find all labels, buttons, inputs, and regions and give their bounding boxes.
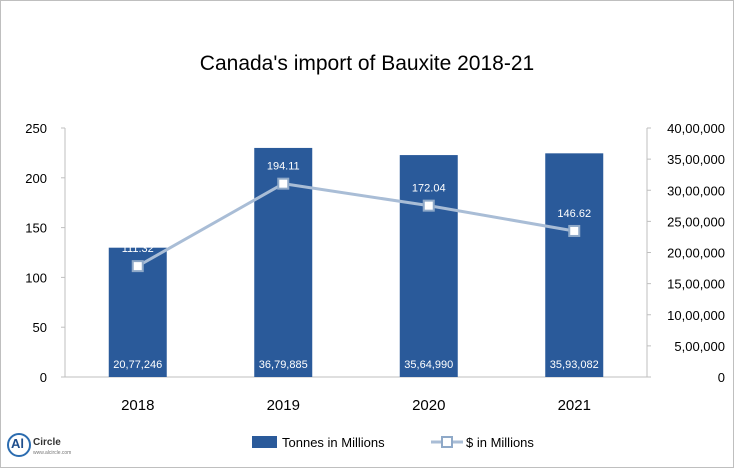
bar bbox=[399, 155, 458, 377]
left-tick-label: 200 bbox=[25, 171, 47, 186]
category-label: 2019 bbox=[267, 397, 300, 414]
chart-title: Canada's import of Bauxite 2018-21 bbox=[200, 52, 534, 75]
legend-line-marker bbox=[441, 436, 453, 448]
axes: 0 50 100 150 200 250 0 5,00,000 10,00,000 15,00,0… bbox=[25, 121, 725, 414]
right-tick-label: 30,00,000 bbox=[667, 183, 725, 198]
line-value-label: 111.32 bbox=[122, 243, 154, 255]
legend-bar-label: Tonnes in Millions bbox=[282, 435, 385, 450]
line-point bbox=[422, 199, 435, 212]
right-tick-label: 35,00,000 bbox=[667, 152, 725, 167]
right-tick-label: 15,00,000 bbox=[667, 277, 725, 292]
line-point bbox=[568, 224, 581, 237]
legend-bar-swatch bbox=[252, 436, 277, 448]
right-tick-label: 20,00,000 bbox=[667, 246, 725, 261]
right-tick-label: 0 bbox=[718, 370, 725, 385]
data-labels: 20,77,246 36,79,885 35,64,990 35,93,082 111.… bbox=[113, 161, 598, 371]
bar-series bbox=[108, 147, 604, 377]
left-tick-label: 50 bbox=[33, 320, 47, 335]
logo-sub: www.alcircle.com bbox=[33, 450, 72, 456]
line-path bbox=[137, 182, 575, 268]
logo-mark: Al bbox=[11, 436, 24, 451]
right-tick-label: 40,00,000 bbox=[667, 121, 725, 136]
category-label: 2021 bbox=[558, 397, 591, 414]
logo-ring-icon bbox=[7, 433, 31, 457]
left-tick-label: 0 bbox=[40, 370, 47, 385]
line-value-label: 172.04 bbox=[412, 183, 446, 195]
bar-value-label: 36,79,885 bbox=[259, 359, 308, 371]
right-tick-label: 25,00,000 bbox=[667, 214, 725, 229]
line-series bbox=[131, 177, 581, 273]
category-label: 2020 bbox=[412, 397, 445, 414]
left-tick-label: 100 bbox=[25, 270, 47, 285]
left-tick-label: 250 bbox=[25, 121, 47, 136]
bar-value-label: 20,77,246 bbox=[113, 359, 162, 371]
bar-value-label: 35,93,082 bbox=[550, 359, 599, 371]
bar bbox=[545, 153, 604, 377]
left-tick-label: 150 bbox=[25, 221, 47, 236]
right-tick-label: 10,00,000 bbox=[667, 308, 725, 323]
line-value-label: 146.62 bbox=[557, 208, 591, 220]
legend: Tonnes in Millions $ in Millions bbox=[252, 435, 534, 450]
legend-line-label: $ in Millions bbox=[466, 435, 534, 450]
logo-name: Circle bbox=[33, 437, 61, 448]
right-tick-label: 5,00,000 bbox=[674, 339, 725, 354]
alcircle-logo: Al Circle www.alcircle.com bbox=[7, 433, 71, 463]
line-value-label: 194.11 bbox=[267, 161, 300, 173]
line-point bbox=[131, 260, 144, 273]
bar-value-label: 35,64,990 bbox=[404, 359, 453, 371]
line-point bbox=[277, 177, 290, 190]
category-label: 2018 bbox=[121, 397, 154, 414]
